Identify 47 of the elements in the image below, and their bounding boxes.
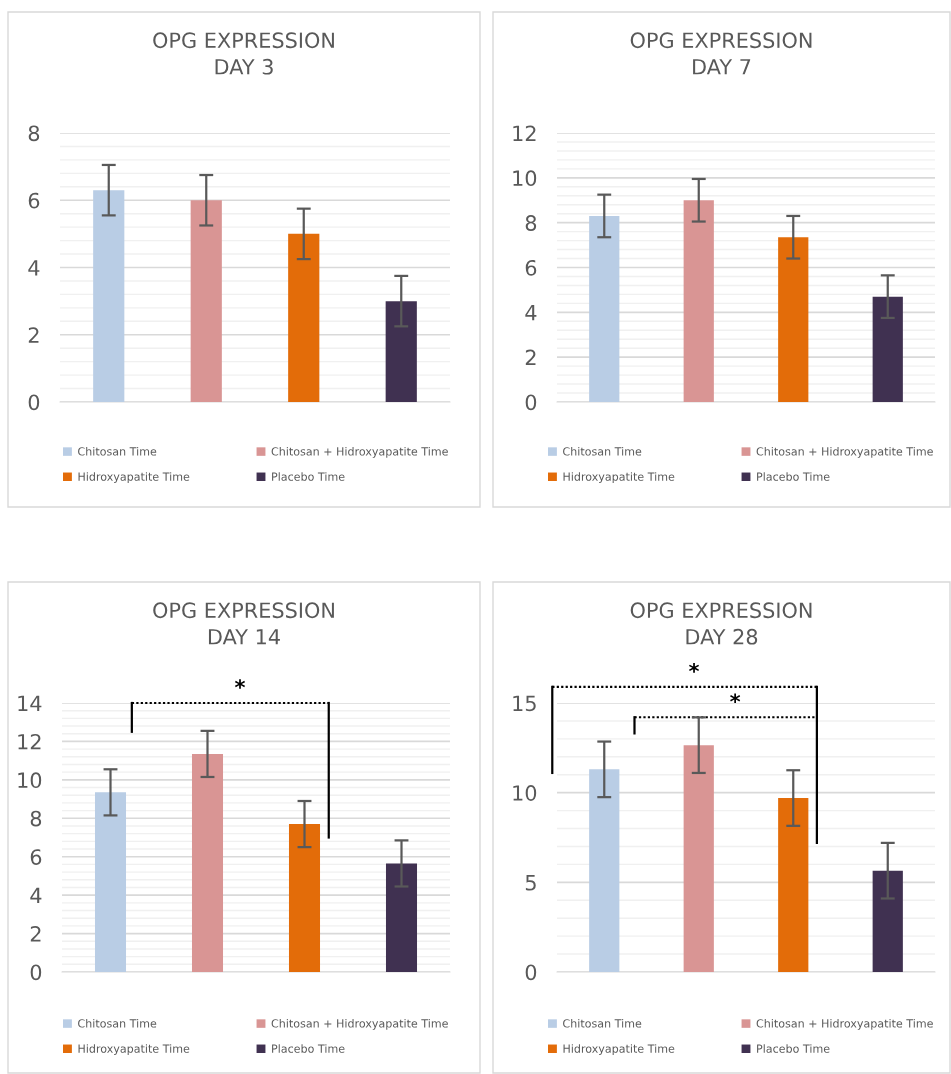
chart-title: OPG EXPRESSION DAY 7 xyxy=(630,32,812,75)
text: * xyxy=(234,679,246,689)
legend-label: Placebo Time xyxy=(272,1044,345,1053)
legend-label: Hidroxyapatite Time xyxy=(78,1044,190,1055)
y-tick-label: 4 xyxy=(30,887,42,904)
y-tick-label: 2 xyxy=(28,327,39,343)
y-tick-label: 14 xyxy=(18,695,42,711)
y-tick-label: 6 xyxy=(525,259,537,276)
legend-label: Placebo Time xyxy=(757,1044,830,1053)
y-tick-label: 4 xyxy=(28,260,40,276)
legend-label: Chitosan + Hidroxyapatite Time xyxy=(756,447,933,458)
chart-title: OPG EXPRESSION DAY 3 xyxy=(153,32,334,75)
legend-label: Hidroxyapatite Time xyxy=(78,472,190,483)
legend-label: Chitosan Time xyxy=(563,1019,642,1028)
y-tick-label: 0 xyxy=(525,964,537,981)
y-tick-label: 12 xyxy=(18,733,41,750)
legend-label: Hidroxyapatite Time xyxy=(563,1044,675,1055)
y-tick-label: 4 xyxy=(525,305,537,321)
y-tick-label: 10 xyxy=(513,170,537,187)
legend-label: Placebo Time xyxy=(272,472,345,481)
annotation: * xyxy=(730,693,741,704)
legend-label: Placebo Time xyxy=(757,472,830,481)
y-tick-label: 8 xyxy=(30,810,42,827)
legend-label: Chitosan Time xyxy=(78,447,157,456)
y-tick-label: 10 xyxy=(513,785,537,801)
y-tick-label: 5 xyxy=(525,875,536,891)
legend-label: Hidroxyapatite Time xyxy=(563,472,675,483)
y-tick-label: 2 xyxy=(30,926,41,942)
y-tick-label: 6 xyxy=(28,192,40,209)
legend-label: Chitosan + Hidroxyapatite Time xyxy=(271,1019,448,1030)
legend-label: Chitosan + Hidroxyapatite Time xyxy=(756,1019,933,1030)
y-tick-label: 2 xyxy=(525,349,536,366)
y-tick-label: 15 xyxy=(513,695,536,712)
y-tick-label: 8 xyxy=(28,125,40,142)
y-tick-label: 6 xyxy=(30,849,42,865)
legend-label: Chitosan Time xyxy=(78,1019,157,1028)
y-tick-label: 12 xyxy=(513,125,536,141)
y-tick-label: 10 xyxy=(18,772,42,789)
y-tick-label: 0 xyxy=(525,394,537,411)
chart-title: OPG EXPRESSION DAY 28 xyxy=(630,602,812,645)
chart-title: OPG EXPRESSION DAY 14 xyxy=(153,602,334,645)
y-tick-label: 0 xyxy=(28,394,40,411)
y-tick-label: 0 xyxy=(30,964,42,981)
legend-label: Chitosan Time xyxy=(563,447,642,456)
text: * xyxy=(688,663,700,673)
legend-label: Chitosan + Hidroxyapatite Time xyxy=(271,447,448,458)
y-tick-label: 8 xyxy=(525,215,537,231)
